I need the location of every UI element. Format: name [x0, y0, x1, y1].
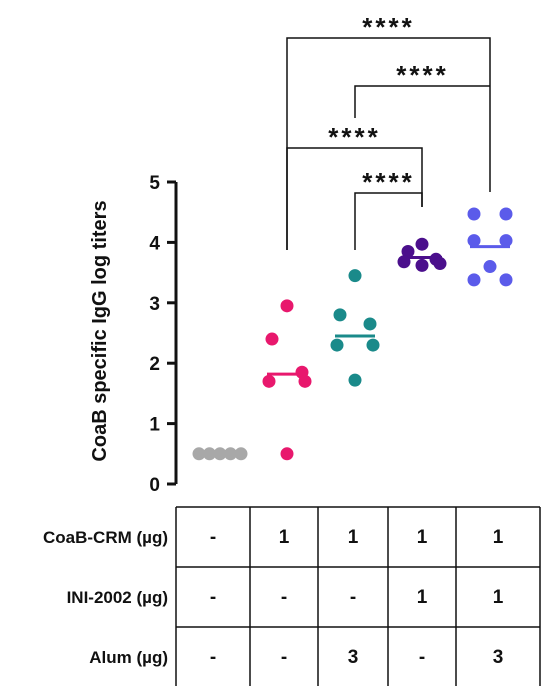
- data-point: [483, 260, 497, 274]
- bracket-line: [354, 85, 490, 118]
- data-point: [192, 447, 206, 461]
- y-axis-title: CoaB specific IgG log titers: [89, 200, 111, 461]
- data-point: [333, 308, 347, 322]
- table-cell: -: [419, 647, 425, 668]
- data-point: [467, 234, 481, 248]
- significance-brackets: **** **** **** ****: [286, 12, 491, 250]
- table-row-label: INI-2002 (µg): [67, 588, 168, 607]
- y-tick-label: 4: [149, 233, 160, 254]
- table-row-label: Alum (µg): [89, 648, 168, 667]
- table-cell: 1: [417, 587, 428, 608]
- table-cell: -: [210, 647, 216, 668]
- data-point: [415, 237, 429, 251]
- y-tick-label: 2: [149, 354, 160, 375]
- bracket-line: [286, 37, 491, 250]
- data-point: [499, 273, 513, 287]
- data-point: [213, 447, 227, 461]
- plot-area: [192, 207, 513, 461]
- table-cell: 1: [417, 527, 428, 548]
- table-cell: -: [281, 587, 287, 608]
- data-point: [262, 374, 276, 388]
- data-point: [433, 257, 447, 271]
- table-cell: -: [210, 587, 216, 608]
- series-2: [262, 299, 312, 461]
- data-point: [467, 273, 481, 287]
- series-3: [330, 269, 380, 387]
- table-cell: -: [210, 527, 216, 548]
- table-cell: -: [350, 587, 356, 608]
- data-point: [265, 332, 279, 346]
- significance-bracket: ****: [286, 122, 423, 250]
- significance-stars: ****: [362, 167, 414, 197]
- series-5: [467, 207, 513, 287]
- significance-stars: ****: [328, 122, 380, 152]
- data-point: [348, 373, 362, 387]
- significance-bracket: ****: [286, 12, 491, 250]
- data-point: [397, 255, 411, 269]
- table-cell: 3: [348, 647, 359, 668]
- data-point: [363, 317, 377, 331]
- table-cell: 1: [348, 527, 359, 548]
- data-point: [298, 374, 312, 388]
- data-point: [234, 447, 248, 461]
- significance-bracket: ****: [354, 60, 490, 118]
- data-point: [280, 299, 294, 313]
- treatment-table: CoaB-CRM (µg) - 1 1 1 1 INI-2002 (µg) - - - 1 1 Alum…: [43, 506, 541, 686]
- data-point: [203, 447, 216, 461]
- table-cell: 1: [279, 527, 290, 548]
- data-point: [348, 269, 362, 283]
- data-point: [467, 207, 481, 221]
- table-cell: 1: [493, 587, 504, 608]
- data-point: [366, 338, 380, 352]
- significance-stars: ****: [396, 60, 448, 90]
- significance-bracket: ****: [354, 167, 423, 250]
- table-cell: -: [281, 647, 287, 668]
- y-tick-label: 5: [149, 173, 160, 194]
- bracket-line: [354, 192, 423, 250]
- data-point: [280, 447, 294, 461]
- data-point: [415, 258, 429, 272]
- table-cell: 1: [493, 527, 504, 548]
- y-tick-label: 0: [149, 475, 160, 496]
- data-point: [224, 447, 237, 461]
- series-4: [397, 237, 447, 272]
- y-tick-label: 3: [149, 294, 160, 315]
- data-point: [499, 234, 513, 248]
- y-axis: 0 1 2 3 4 5 CoaB specific IgG log titers: [89, 173, 178, 496]
- data-point: [330, 338, 344, 352]
- table-cell: 3: [493, 647, 504, 668]
- significance-stars: ****: [362, 12, 414, 42]
- bracket-line: [286, 147, 423, 250]
- data-point: [499, 207, 513, 221]
- series-1: [192, 447, 248, 461]
- data-point: [401, 244, 415, 258]
- y-tick-label: 1: [149, 415, 160, 436]
- table-row-label: CoaB-CRM (µg): [43, 528, 168, 547]
